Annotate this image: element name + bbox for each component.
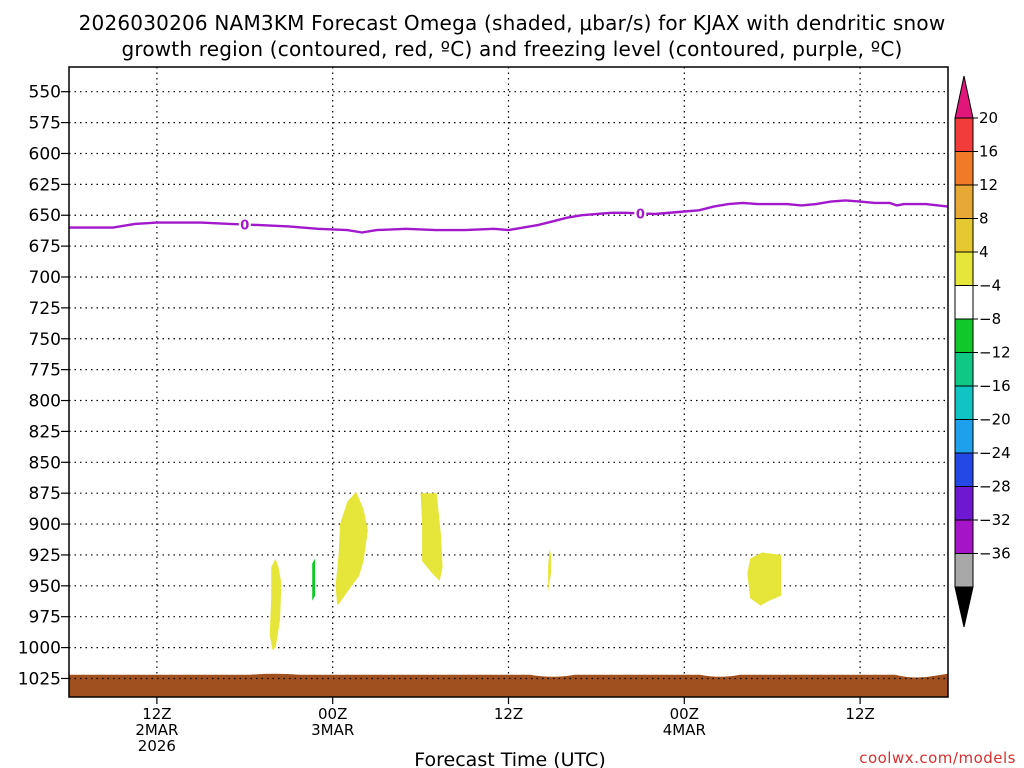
y-tick-label: 775 <box>29 361 61 381</box>
colorbar-label: −4 <box>979 277 1001 295</box>
y-tick-label: 1025 <box>18 669 61 689</box>
y-tick-label: 875 <box>29 484 61 504</box>
colorbar-label: 16 <box>979 143 998 161</box>
x-axis-label: Forecast Time (UTC) <box>414 749 605 768</box>
colorbar-bottom-arrow <box>954 586 974 628</box>
x-tick-label: 4MAR <box>663 721 706 739</box>
colorbar-swatch <box>954 251 974 286</box>
y-tick-label: 800 <box>29 392 61 412</box>
y-tick-label: 650 <box>29 206 61 226</box>
y-tick-label: 950 <box>29 577 61 597</box>
colorbar-swatch <box>954 318 974 353</box>
colorbar-label: −12 <box>979 344 1011 362</box>
y-tick-label: 750 <box>29 330 61 350</box>
colorbar-label: −16 <box>979 377 1011 395</box>
y-tick-label: 550 <box>29 83 61 103</box>
y-tick-label: 700 <box>29 268 61 288</box>
y-tick-label: 575 <box>29 114 61 134</box>
plot-area: 0 0 550 575 600 625 650 675 700 725 750 775 800 825 85… <box>18 66 949 755</box>
terrain-fill <box>69 673 948 697</box>
colorbar-label: −24 <box>979 444 1011 462</box>
colorbar-label: 8 <box>979 210 989 228</box>
y-tick-label: 975 <box>29 608 61 628</box>
freezing-level-label-bg <box>634 205 647 222</box>
y-tick-label: 625 <box>29 175 61 195</box>
x-tick-label: 00Z <box>670 705 699 723</box>
colorbar-label: −20 <box>979 411 1011 429</box>
x-tick-label: 3MAR <box>311 721 354 739</box>
x-tick-label: 2MAR <box>135 721 178 739</box>
colorbar-label: 4 <box>979 243 989 261</box>
colorbar: 20 16 12 8 4 −4 −8 −12 −16 −20 −24 −28 −32 −36 <box>954 75 1011 628</box>
y-tick-label: 900 <box>29 515 61 535</box>
omega-region <box>548 548 551 592</box>
omega-region <box>312 558 316 601</box>
freezing-level-label: 0 <box>240 219 249 234</box>
colorbar-swatch <box>954 352 974 387</box>
colorbar-swatch <box>954 285 974 320</box>
omega-region <box>269 558 282 651</box>
colorbar-swatch <box>954 553 974 588</box>
colorbar-swatch <box>954 486 974 521</box>
colorbar-swatch <box>954 519 974 554</box>
x-tick-label: 00Z <box>318 705 347 723</box>
colorbar-label: −32 <box>979 511 1011 529</box>
y-tick-label: 925 <box>29 546 61 566</box>
chart-title-line-1: 2026030206 NAM3KM Forecast Omega (shaded… <box>79 11 946 35</box>
freezing-level-line <box>69 199 949 234</box>
y-tick-label: 600 <box>29 144 61 164</box>
chart-title-line-2: growth region (contoured, red, ºC) and f… <box>121 37 902 61</box>
freezing-level-label-bg <box>238 216 251 233</box>
colorbar-label: −28 <box>979 478 1011 496</box>
y-tick-label: 850 <box>29 453 61 473</box>
omega-region <box>335 491 368 605</box>
freezing-level-label: 0 <box>636 207 645 222</box>
omega-region <box>747 552 781 606</box>
y-tick-label: 1000 <box>18 639 61 659</box>
colorbar-label: 12 <box>979 176 998 194</box>
colorbar-swatch <box>954 184 974 219</box>
x-tick-label: 12Z <box>494 705 523 723</box>
colorbar-label: 20 <box>979 109 998 127</box>
colorbar-swatch <box>954 385 974 420</box>
colorbar-swatch <box>954 452 974 487</box>
y-tick-label: 675 <box>29 237 61 257</box>
omega-region <box>420 493 443 581</box>
colorbar-swatch <box>954 419 974 454</box>
colorbar-swatch <box>954 151 974 186</box>
x-tick-label: 12Z <box>142 705 171 723</box>
colorbar-swatch <box>954 218 974 253</box>
credit-text: coolwx.com/models <box>859 749 1016 767</box>
colorbar-label: −36 <box>979 545 1011 563</box>
y-tick-label: 825 <box>29 422 61 442</box>
x-tick-label: 12Z <box>845 705 874 723</box>
y-tick-label: 725 <box>29 299 61 319</box>
colorbar-swatch <box>954 117 974 152</box>
x-tick-label: 2026 <box>138 737 176 755</box>
colorbar-label: −8 <box>979 310 1001 328</box>
